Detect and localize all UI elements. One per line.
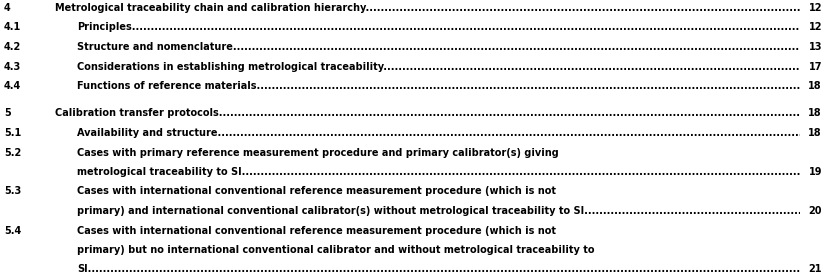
Text: Metrological traceability chain and calibration hierarchy.......................: Metrological traceability chain and cali… (55, 3, 828, 13)
FancyBboxPatch shape (799, 2, 828, 24)
Text: 5.3: 5.3 (4, 186, 22, 197)
Text: 13: 13 (807, 42, 821, 52)
Text: 17: 17 (807, 62, 821, 71)
Text: metrological traceability to SI.................................................: metrological traceability to SI.........… (77, 167, 828, 177)
Text: 4.2: 4.2 (4, 42, 22, 52)
Text: 5.2: 5.2 (4, 148, 22, 157)
Text: 19: 19 (807, 167, 821, 177)
Text: Functions of reference materials................................................: Functions of reference materials........… (77, 81, 828, 91)
Text: 5.4: 5.4 (4, 225, 22, 235)
Text: Cases with international conventional reference measurement procedure (which is : Cases with international conventional re… (77, 186, 556, 197)
Text: primary) and international conventional calibrator(s) without metrological trace: primary) and international conventional … (77, 206, 828, 216)
Text: 20: 20 (807, 206, 821, 216)
Text: primary) but no international conventional calibrator and without metrological t: primary) but no international convention… (77, 245, 594, 255)
Text: 12: 12 (807, 3, 821, 13)
Text: SI..............................................................................: SI......................................… (77, 265, 828, 274)
Text: 18: 18 (807, 128, 821, 138)
Text: Considerations in establishing metrological traceability........................: Considerations in establishing metrologi… (77, 62, 828, 71)
FancyBboxPatch shape (799, 60, 828, 82)
Text: Availability and structure......................................................: Availability and structure..............… (77, 128, 828, 138)
FancyBboxPatch shape (799, 166, 828, 188)
FancyBboxPatch shape (799, 108, 828, 129)
Text: 18: 18 (807, 109, 821, 118)
Text: 21: 21 (807, 265, 821, 274)
Text: Structure and nomenclature......................................................: Structure and nomenclature..............… (77, 42, 828, 52)
Text: 5: 5 (4, 109, 11, 118)
Text: Cases with primary reference measurement procedure and primary calibrator(s) giv: Cases with primary reference measurement… (77, 148, 558, 157)
FancyBboxPatch shape (799, 127, 828, 148)
Text: 4: 4 (4, 3, 11, 13)
Text: 18: 18 (807, 81, 821, 91)
FancyBboxPatch shape (799, 80, 828, 102)
Text: 4.3: 4.3 (4, 62, 22, 71)
Text: 4.4: 4.4 (4, 81, 22, 91)
Text: 4.1: 4.1 (4, 22, 22, 32)
FancyBboxPatch shape (799, 263, 828, 280)
Text: Principles......................................................................: Principles..............................… (77, 22, 828, 32)
Text: Calibration transfer protocols..................................................: Calibration transfer protocols..........… (55, 109, 828, 118)
FancyBboxPatch shape (799, 22, 828, 43)
Text: 5.1: 5.1 (4, 128, 22, 138)
FancyBboxPatch shape (799, 205, 828, 227)
FancyBboxPatch shape (799, 41, 828, 62)
Text: 12: 12 (807, 22, 821, 32)
Text: Cases with international conventional reference measurement procedure (which is : Cases with international conventional re… (77, 225, 556, 235)
